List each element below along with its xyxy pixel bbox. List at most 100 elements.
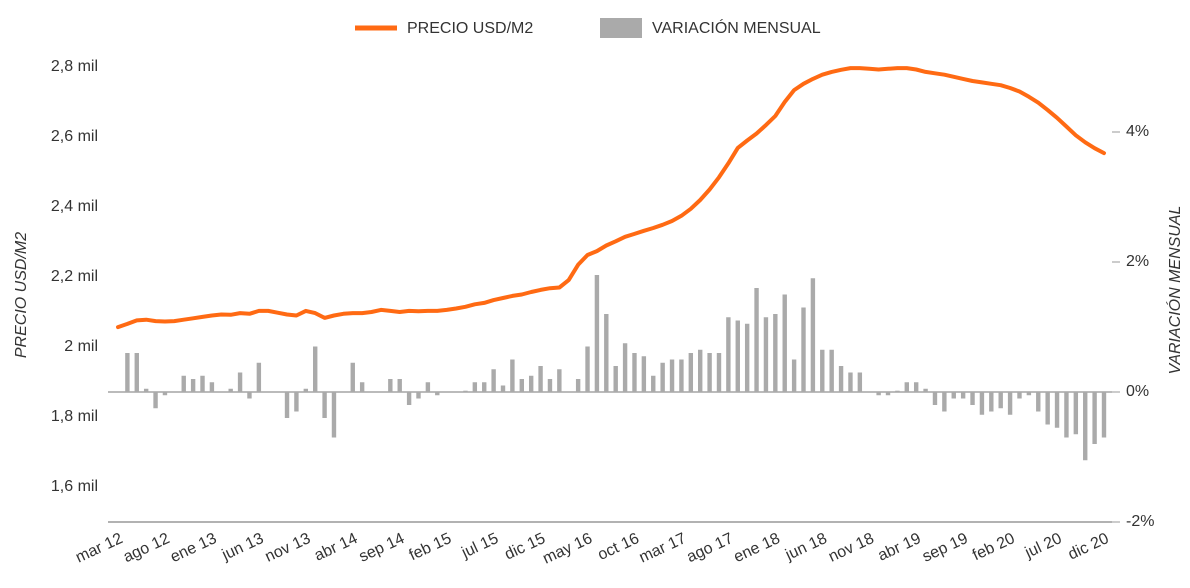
bar bbox=[153, 392, 158, 409]
bar bbox=[660, 362, 665, 392]
bar bbox=[585, 346, 590, 392]
y2-tick-label: 4% bbox=[1126, 123, 1149, 140]
x-tick-label: feb 15 bbox=[407, 530, 455, 564]
bar bbox=[528, 375, 534, 392]
bar bbox=[1007, 392, 1013, 415]
bar bbox=[256, 362, 262, 392]
bar bbox=[575, 379, 581, 392]
bar bbox=[688, 353, 694, 392]
bar bbox=[1064, 392, 1069, 438]
bar bbox=[1101, 392, 1107, 438]
x-tick-label: jun 18 bbox=[782, 530, 830, 564]
bar bbox=[942, 392, 947, 412]
bar bbox=[143, 388, 149, 392]
bar bbox=[622, 343, 628, 392]
bar bbox=[726, 317, 731, 392]
bar bbox=[416, 392, 421, 399]
bar bbox=[820, 349, 825, 392]
bar bbox=[425, 382, 431, 392]
bar bbox=[228, 388, 233, 392]
x-tick-label: jul 15 bbox=[458, 530, 501, 562]
bar bbox=[134, 353, 139, 392]
bar bbox=[960, 392, 966, 399]
bar bbox=[162, 392, 168, 396]
bar bbox=[791, 359, 797, 392]
x-tick-label: ago 17 bbox=[684, 530, 736, 566]
bar bbox=[838, 366, 844, 392]
bar bbox=[313, 346, 318, 392]
bar bbox=[594, 275, 600, 392]
bar bbox=[1083, 392, 1088, 461]
y-tick-label: 2,2 mil bbox=[51, 268, 98, 285]
x-tick-label: may 16 bbox=[540, 530, 595, 568]
bar bbox=[913, 382, 919, 392]
bar bbox=[801, 307, 806, 392]
x-tick-label: dic 15 bbox=[502, 530, 548, 564]
bar bbox=[951, 392, 956, 399]
bar bbox=[463, 390, 468, 392]
x-tick-label: jul 20 bbox=[1022, 530, 1065, 562]
bar bbox=[1092, 392, 1097, 444]
x-tick-label: sep 19 bbox=[920, 530, 971, 566]
bar bbox=[1045, 392, 1050, 425]
bar bbox=[744, 323, 750, 392]
bar bbox=[782, 294, 787, 392]
x-tick-label: jun 13 bbox=[219, 530, 267, 564]
y2-axis-title: VARIACIÓN MENSUAL bbox=[1165, 206, 1184, 375]
bar bbox=[397, 379, 402, 392]
bar bbox=[613, 366, 618, 392]
x-tick-label: ene 13 bbox=[168, 530, 220, 566]
bar bbox=[651, 375, 656, 392]
x-tick-label: nov 13 bbox=[263, 530, 314, 566]
x-tick-label: mar 12 bbox=[73, 530, 125, 567]
bar bbox=[547, 379, 553, 392]
bar bbox=[632, 353, 637, 392]
bar bbox=[735, 320, 740, 392]
y2-tick-label: 2% bbox=[1126, 253, 1149, 270]
bar bbox=[322, 392, 327, 418]
x-tick-label: abr 19 bbox=[875, 530, 923, 565]
y2-tick-label: 0% bbox=[1126, 383, 1149, 400]
bar bbox=[679, 359, 684, 392]
x-tick-label: mar 17 bbox=[637, 530, 689, 567]
bar bbox=[716, 353, 722, 392]
bar bbox=[538, 366, 543, 392]
bar bbox=[209, 382, 215, 392]
bar bbox=[284, 392, 290, 418]
x-tick-label: nov 18 bbox=[826, 530, 877, 566]
bar bbox=[857, 372, 863, 392]
bar bbox=[303, 388, 309, 392]
bar bbox=[979, 392, 985, 415]
y-tick-label: 2,6 mil bbox=[51, 128, 98, 145]
bar bbox=[247, 392, 252, 399]
bar bbox=[1017, 392, 1022, 399]
bar bbox=[190, 379, 196, 392]
bar bbox=[763, 317, 769, 392]
y-tick-label: 2 mil bbox=[64, 338, 98, 355]
bar bbox=[181, 375, 186, 392]
bar bbox=[1054, 392, 1060, 428]
bar bbox=[388, 379, 393, 392]
bar bbox=[472, 382, 478, 392]
bar bbox=[998, 392, 1003, 409]
x-tick-label: dic 20 bbox=[1066, 530, 1112, 564]
x-tick-label: abr 14 bbox=[312, 530, 360, 565]
bar bbox=[970, 392, 975, 405]
bar bbox=[829, 349, 834, 392]
legend-swatch bbox=[600, 18, 642, 38]
legend-label: PRECIO USD/M2 bbox=[407, 20, 533, 37]
bar bbox=[406, 392, 412, 405]
x-tick-label: ene 18 bbox=[731, 530, 783, 566]
bar bbox=[125, 353, 130, 392]
y-tick-label: 2,8 mil bbox=[51, 58, 98, 75]
bar bbox=[989, 392, 994, 412]
legend-label: VARIACIÓN MENSUAL bbox=[652, 18, 821, 37]
bar bbox=[200, 375, 205, 392]
line bbox=[116, 66, 1106, 330]
bar bbox=[1073, 392, 1079, 435]
bar bbox=[491, 369, 496, 392]
bar bbox=[519, 379, 524, 392]
y-tick-label: 1,8 mil bbox=[51, 408, 98, 425]
bar bbox=[932, 392, 938, 405]
